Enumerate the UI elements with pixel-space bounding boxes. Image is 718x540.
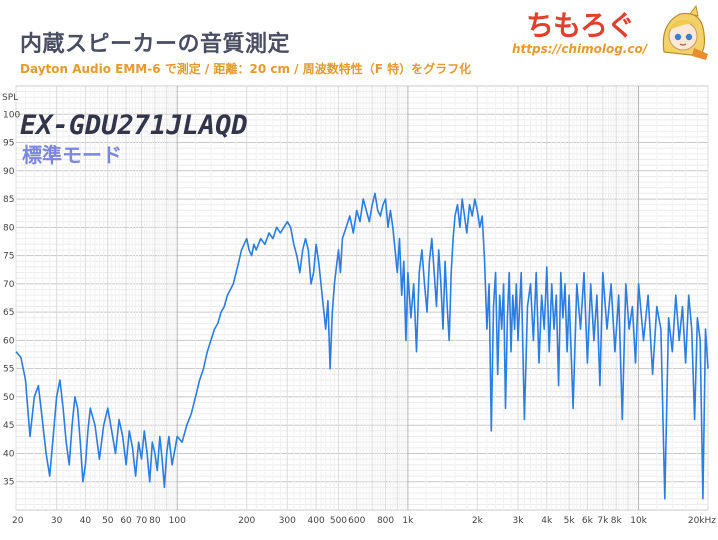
x-tick-label: 80 <box>149 516 161 526</box>
y-tick-label: 55 <box>3 365 14 375</box>
x-tick-label: 600 <box>348 516 365 526</box>
y-tick-label: 40 <box>3 449 15 459</box>
y-axis-ticks: 35 40 45 50 55 60 65 70 75 80 85 90 95 100 <box>3 110 20 487</box>
y-tick-label: 60 <box>3 336 15 346</box>
x-tick-label: 2k <box>472 516 484 526</box>
x-tick-label: 40 <box>80 516 92 526</box>
x-tick-label: 500 <box>330 516 347 526</box>
y-tick-label: 70 <box>3 280 15 290</box>
y-tick-label: 75 <box>3 252 14 262</box>
chart-grid <box>15 85 709 511</box>
y-tick-label: 100 <box>3 110 20 120</box>
header: 内蔵スピーカーの音質測定 Dayton Audio EMM-6 で測定 / 距離… <box>0 0 718 82</box>
chart-title: EX-GDU271JLAQD <box>20 110 248 141</box>
mascot-icon <box>662 4 708 60</box>
page-title: 内蔵スピーカーの音質測定 <box>20 32 291 57</box>
y-tick-label: 85 <box>3 195 14 205</box>
x-tick-label: 100 <box>169 516 186 526</box>
x-tick-label: 10k <box>630 516 647 526</box>
x-tick-label: 70 <box>136 516 148 526</box>
y-tick-label: 45 <box>3 421 14 431</box>
x-tick-label: 20kHz <box>688 516 716 526</box>
frequency-response-chart: 35 40 45 50 55 60 65 70 75 80 85 90 95 100 20 30 40 50 60… <box>2 85 716 526</box>
site-url[interactable]: https://chimolog.co/ <box>512 42 648 56</box>
x-tick-label: 60 <box>120 516 132 526</box>
measurement-subtitle: Dayton Audio EMM-6 で測定 / 距離：20 cm / 周波数特… <box>20 62 472 76</box>
brand-logo: ちもろぐ <box>526 9 635 42</box>
x-tick-label: 50 <box>102 516 114 526</box>
x-tick-label: 30 <box>51 516 63 526</box>
y-tick-label: 80 <box>3 223 15 233</box>
y-axis-label: SPL <box>2 93 18 103</box>
x-tick-label: 7k <box>597 516 609 526</box>
x-tick-label: 1k <box>402 516 414 526</box>
x-tick-label: 5k <box>564 516 576 526</box>
x-tick-label: 200 <box>238 516 255 526</box>
x-tick-label: 8k <box>611 516 623 526</box>
x-tick-label: 400 <box>308 516 325 526</box>
x-tick-label: 800 <box>377 516 394 526</box>
y-tick-label: 35 <box>3 478 14 488</box>
y-tick-label: 95 <box>3 139 14 149</box>
chart-mode-label: 標準モード <box>22 143 122 167</box>
x-tick-label: 3k <box>512 516 524 526</box>
series-line <box>15 192 709 500</box>
x-tick-label: 4k <box>541 516 553 526</box>
x-tick-label: 300 <box>279 516 296 526</box>
x-tick-label: 20 <box>12 516 24 526</box>
y-tick-label: 50 <box>3 393 15 403</box>
y-tick-label: 65 <box>3 308 14 318</box>
y-tick-label: 90 <box>3 167 15 177</box>
x-tick-label: 6k <box>582 516 594 526</box>
x-axis-ticks: 20 30 40 50 60 70 80 100 200 300 400 500 600 800 1k 2k 3… <box>12 516 716 526</box>
